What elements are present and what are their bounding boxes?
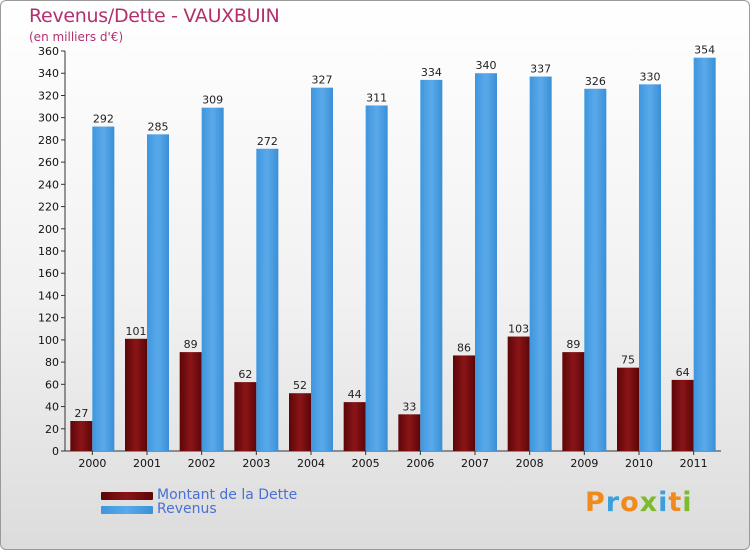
bar-revenus [201, 107, 224, 452]
y-tick-label: 80 [45, 356, 59, 369]
data-label-revenus: 326 [585, 75, 606, 88]
data-label-revenus: 330 [640, 70, 661, 83]
data-label-debt: 75 [621, 354, 635, 367]
legend-label-debt: Montant de la Dette [157, 487, 298, 503]
y-tick-label: 360 [38, 45, 59, 58]
bar-revenus [311, 87, 333, 452]
bar-debt [453, 355, 475, 451]
bar-debt [70, 421, 93, 451]
legend-label-revenus: Revenus [157, 501, 217, 517]
logo-letter: r [605, 487, 621, 518]
data-label-debt: 52 [293, 379, 307, 392]
y-tick-label: 180 [38, 245, 59, 258]
y-tick-label: 260 [38, 156, 59, 169]
bar-debt [343, 402, 366, 451]
bar-debt [398, 414, 421, 451]
data-label-debt: 44 [348, 388, 362, 401]
x-tick-label: 2006 [406, 457, 434, 470]
x-tick-label: 2003 [242, 457, 270, 470]
x-tick-label: 2004 [297, 457, 325, 470]
data-label-revenus: 272 [257, 135, 278, 148]
y-tick-label: 140 [38, 289, 59, 302]
x-tick-label: 2002 [188, 457, 216, 470]
x-tick-label: 2010 [625, 457, 653, 470]
data-label-debt: 89 [566, 338, 580, 351]
y-tick-label: 220 [38, 201, 59, 214]
data-label-revenus: 334 [421, 66, 442, 79]
data-label-revenus: 309 [202, 94, 223, 107]
y-tick-label: 0 [52, 445, 59, 458]
y-tick-label: 100 [38, 334, 59, 347]
bar-revenus [639, 84, 661, 451]
bar-debt [234, 382, 257, 451]
bar-debt [179, 352, 202, 451]
y-tick-label: 320 [38, 89, 59, 102]
x-tick-label: 2000 [78, 457, 106, 470]
logo-letter: o [620, 487, 640, 518]
data-label-debt: 33 [402, 400, 416, 413]
x-tick-label: 2011 [680, 457, 708, 470]
y-tick-label: 340 [38, 67, 59, 80]
data-label-debt: 103 [508, 323, 529, 336]
data-label-revenus: 311 [366, 91, 387, 104]
x-tick-label: 2008 [516, 457, 544, 470]
y-tick-label: 160 [38, 267, 59, 280]
y-tick-label: 200 [38, 223, 59, 236]
chart-title: Revenus/Dette - VAUXBUIN [29, 5, 280, 27]
data-label-debt: 27 [74, 407, 88, 420]
data-label-revenus: 292 [93, 113, 114, 126]
x-tick-label: 2005 [352, 457, 380, 470]
data-label-debt: 62 [238, 368, 252, 381]
data-label-revenus: 337 [530, 63, 551, 76]
bar-revenus [693, 57, 716, 452]
bar-debt [125, 338, 147, 451]
y-tick-label: 60 [45, 378, 59, 391]
x-tick-label: 2001 [133, 457, 161, 470]
data-label-debt: 86 [457, 341, 471, 354]
bar-debt [617, 367, 639, 451]
legend-swatch-revenus [101, 506, 153, 514]
bar-revenus [420, 79, 443, 451]
y-tick-label: 120 [38, 312, 59, 325]
data-label-revenus: 354 [694, 44, 715, 57]
bar-revenus [529, 76, 552, 452]
bar-revenus [92, 126, 115, 452]
bar-revenus [475, 73, 497, 451]
logo-letter: i [682, 487, 693, 518]
logo-letter: P [585, 487, 606, 518]
y-tick-label: 20 [45, 423, 59, 436]
x-tick-label: 2009 [570, 457, 598, 470]
data-label-revenus: 340 [476, 59, 497, 72]
logo-letter: x [639, 487, 659, 518]
data-label-debt: 101 [126, 325, 147, 338]
bar-revenus [584, 88, 607, 452]
logo-letter: i [658, 487, 669, 518]
bar-chart: 0 20 40 60 80 100 120 140 160 180 200 220 240 260 280 3… [38, 44, 721, 470]
bar-debt [671, 379, 694, 451]
bar-revenus [147, 134, 169, 452]
x-tick-label: 2007 [461, 457, 489, 470]
chart-subtitle: (en milliers d'€) [29, 30, 124, 44]
logo-letter: t [668, 487, 683, 518]
bar-revenus [256, 148, 279, 451]
bar-revenus [365, 105, 388, 451]
y-tick-label: 240 [38, 178, 59, 191]
data-label-debt: 64 [676, 366, 690, 379]
proxiti-logo: Proxiti [585, 487, 693, 518]
bar-debt [562, 352, 585, 451]
data-label-revenus: 285 [148, 120, 169, 133]
data-label-revenus: 327 [312, 74, 333, 87]
y-tick-label: 40 [45, 401, 59, 414]
legend-swatch-debt [101, 492, 153, 500]
bar-debt [507, 336, 530, 451]
y-tick-label: 300 [38, 112, 59, 125]
bar-debt [289, 393, 311, 451]
data-label-debt: 89 [184, 338, 198, 351]
y-tick-label: 280 [38, 134, 59, 147]
